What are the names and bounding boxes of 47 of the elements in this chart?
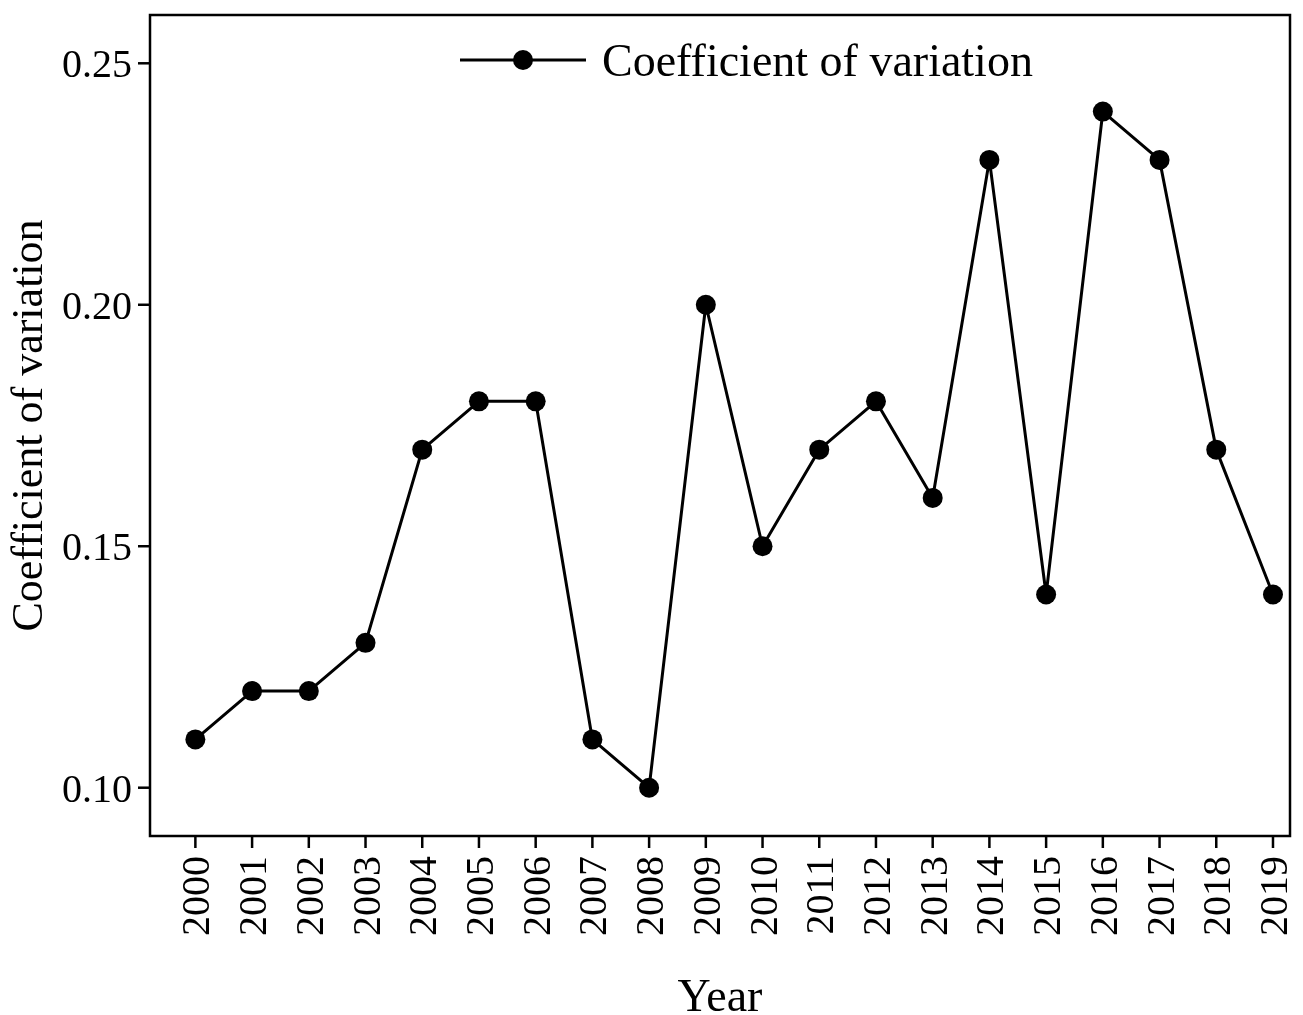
point <box>865 391 886 412</box>
point <box>242 681 263 702</box>
x-tick-label: 2016 <box>1080 856 1126 936</box>
point <box>752 536 773 557</box>
point <box>468 391 489 412</box>
x-axis-title: Year <box>677 970 763 1015</box>
x-tick-label: 2012 <box>853 856 899 936</box>
x-tick-label: 2004 <box>400 856 446 936</box>
point <box>1206 439 1227 460</box>
point <box>355 632 376 653</box>
point <box>525 391 546 412</box>
point <box>809 439 830 460</box>
x-tick-label: 2010 <box>740 856 786 936</box>
y-tick-label: 0.10 <box>62 765 132 811</box>
x-tick-label: 2015 <box>1024 856 1070 936</box>
y-tick-label: 0.25 <box>62 41 132 87</box>
y-tick-label: 0.20 <box>62 282 132 328</box>
point <box>979 149 1000 170</box>
point <box>639 777 660 798</box>
x-tick-label: 2018 <box>1194 856 1240 936</box>
point <box>582 729 603 750</box>
point <box>185 729 206 750</box>
x-tick-label: 2017 <box>1137 856 1183 936</box>
x-tick-label: 2009 <box>683 856 729 936</box>
legend-label: Coefficient of variation <box>602 35 1033 87</box>
x-tick-label: 2000 <box>173 856 219 936</box>
point <box>1149 149 1170 170</box>
y-tick-label: 0.15 <box>62 524 132 570</box>
point <box>298 681 319 702</box>
x-tick-label: 2005 <box>456 856 502 936</box>
point <box>1262 584 1283 605</box>
x-tick-label: 2008 <box>627 856 673 936</box>
y-axis-title: Coefficient of variation <box>3 219 52 632</box>
x-tick-label: 2003 <box>343 856 389 936</box>
point <box>1092 101 1113 122</box>
point <box>695 294 716 315</box>
x-tick-label: 2002 <box>286 856 332 936</box>
x-tick-label: 2014 <box>967 856 1013 936</box>
x-tick-label: 2011 <box>797 856 843 935</box>
x-tick-label: 2013 <box>910 856 956 936</box>
point <box>922 487 943 508</box>
x-tick-label: 2019 <box>1250 856 1296 936</box>
point <box>1036 584 1057 605</box>
point <box>412 439 433 460</box>
x-tick-label: 2006 <box>513 856 559 936</box>
x-tick-label: 2007 <box>570 856 616 936</box>
x-tick-label: 2001 <box>230 856 276 936</box>
